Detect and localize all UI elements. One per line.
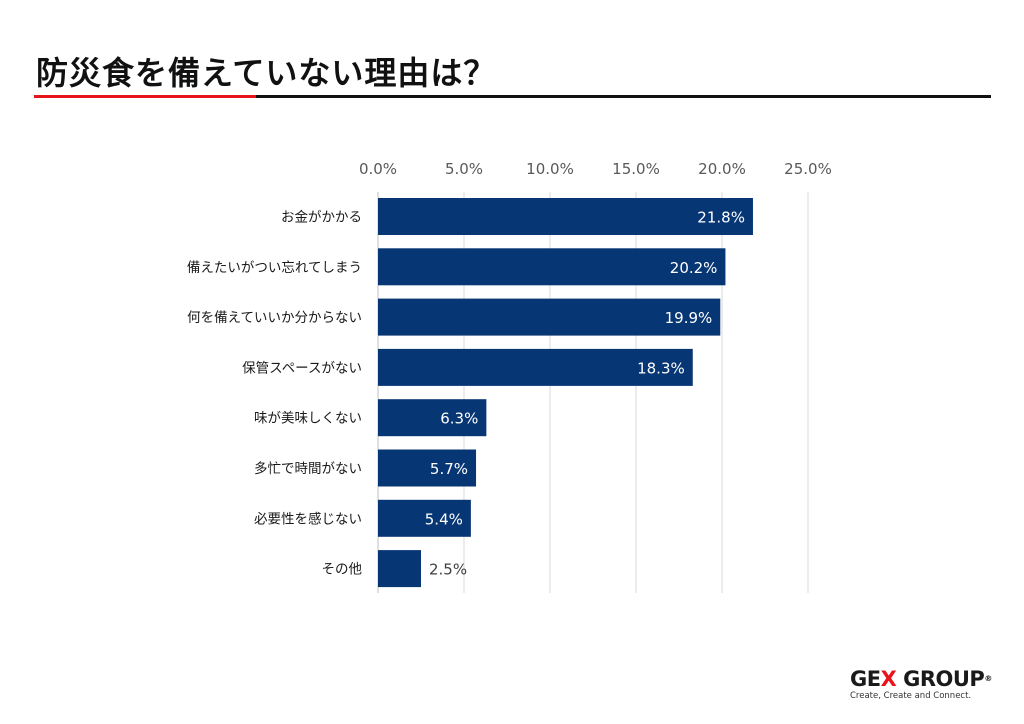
bar: [378, 298, 721, 336]
page-title: 防災食を備えていない理由は？: [36, 54, 497, 92]
bar: [378, 399, 487, 437]
bar: [378, 248, 726, 286]
gex-group-logo: GEX GROUP® Create, Create and Connect.: [850, 668, 1000, 708]
category-label: 保管スペースがない: [242, 360, 362, 376]
title-underline-accent: [34, 95, 256, 98]
category-label: 多忙で時間がない: [254, 460, 362, 477]
category-label: 備えたいがつい忘れてしまう: [187, 260, 362, 276]
title-underline: [34, 95, 991, 98]
logo-tagline: Create, Create and Connect.: [850, 691, 972, 701]
category-label: 必要性を感じない: [254, 510, 362, 527]
x-tick-label: 15.0%: [612, 160, 660, 178]
data-label: 20.2%: [670, 259, 718, 277]
data-label: 5.7%: [430, 460, 468, 478]
x-tick-label: 25.0%: [784, 160, 832, 178]
bar: [378, 449, 477, 487]
category-label: 味が美味しくない: [254, 411, 362, 427]
data-label: 19.9%: [665, 309, 713, 327]
data-label: 21.8%: [697, 209, 745, 227]
x-tick-label: 10.0%: [526, 160, 574, 178]
x-tick-label: 0.0%: [359, 160, 397, 178]
category-label: 何を備えていいか分からない: [187, 310, 362, 326]
category-label: その他: [322, 562, 363, 578]
x-tick-label: 20.0%: [698, 160, 746, 178]
data-label: 18.3%: [637, 359, 685, 377]
data-label: 5.4%: [425, 510, 463, 528]
x-tick-label: 5.0%: [445, 160, 483, 178]
data-label: 6.3%: [440, 410, 478, 428]
category-label: お金がかかる: [281, 210, 362, 226]
bar: [378, 499, 471, 537]
logo-wordmark: GEX GROUP®: [850, 667, 992, 691]
bar: [378, 348, 693, 386]
data-label: 2.5%: [429, 561, 467, 579]
bar: [378, 550, 421, 588]
bar: [378, 198, 753, 235]
